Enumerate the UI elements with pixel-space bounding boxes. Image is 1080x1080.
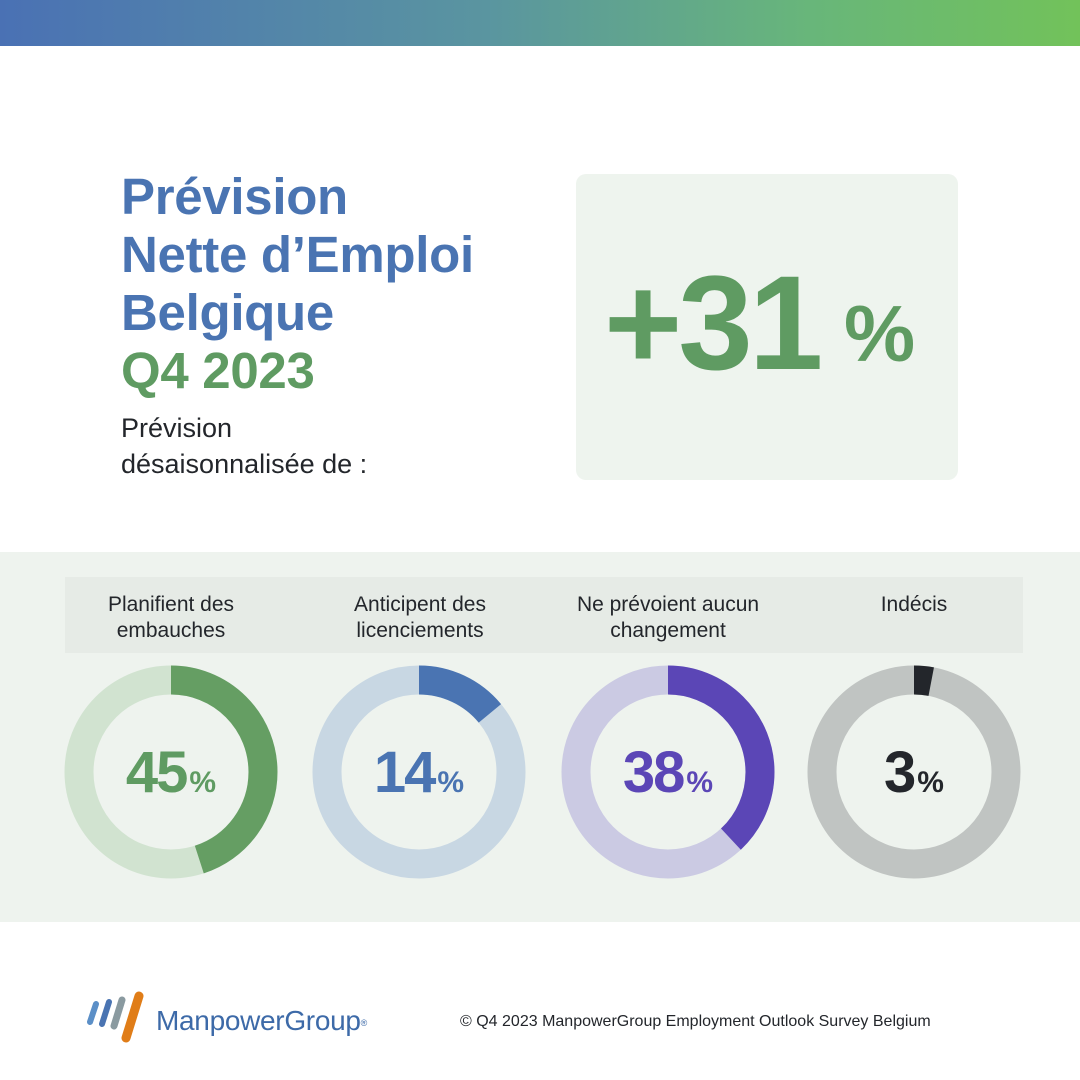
donut-arc-undecided (807, 665, 1021, 879)
donut-value-layoffs: 14% (374, 740, 464, 805)
donut-value-no-change: 38% (623, 740, 713, 805)
donut-number-undecided: 3 (884, 740, 915, 805)
donut-no-change: 38% (560, 664, 776, 880)
donut-arc-no-change (561, 665, 775, 879)
title-line-3: Belgique (121, 284, 334, 341)
title-quarter: Q4 2023 (121, 342, 315, 399)
page-title: Prévision Nette d’Emploi Belgique Q4 202… (121, 168, 561, 400)
logo-text: ManpowerGroup (156, 1005, 361, 1036)
top-gradient-bar (0, 0, 1080, 46)
label-layoffs: Anticipent des licenciements (305, 592, 535, 644)
kpi-unit: % (844, 289, 916, 378)
label-no-change-line-2: changement (610, 619, 726, 642)
kpi-value: +31 (604, 249, 823, 398)
donut-value-hiring: 45% (126, 740, 216, 805)
donut-layoffs: 14% (311, 664, 527, 880)
logo-wordmark: ManpowerGroup® (156, 1004, 367, 1038)
manpowergroup-logo: ManpowerGroup® (84, 986, 404, 1046)
logo-mark-icon (87, 991, 144, 1043)
label-hiring-line-1: Planifient des (107, 593, 235, 616)
donut-hiring: 45% (63, 664, 279, 880)
title-line-1: Prévision (121, 168, 348, 225)
label-strip (65, 577, 1023, 653)
donut-arc-hiring (64, 665, 278, 879)
donut-number-hiring: 45 (126, 740, 187, 805)
label-no-change: Ne prévoient aucun changement (553, 592, 783, 644)
registered-mark: ® (360, 1018, 368, 1028)
donut-number-no-change: 38 (623, 740, 684, 805)
label-undecided-line-1: Indécis (880, 593, 948, 616)
net-employment-outlook-card: +31 % (576, 174, 958, 480)
label-hiring: Planifient des embauches (56, 592, 286, 644)
donut-unit-layoffs: % (437, 766, 464, 799)
subtitle: Prévision désaisonnalisée de : (121, 410, 541, 482)
donut-unit-undecided: % (917, 766, 944, 799)
label-undecided: Indécis (799, 592, 1029, 618)
title-line-2: Nette d’Emploi (121, 226, 474, 283)
donut-unit-hiring: % (189, 766, 216, 799)
donut-value-undecided: 3% (884, 740, 944, 805)
subtitle-line-2: désaisonnalisée de : (121, 449, 368, 479)
copyright-notice: © Q4 2023 ManpowerGroup Employment Outlo… (460, 1013, 931, 1030)
label-hiring-line-2: embauches (116, 619, 226, 642)
donut-undecided: 3% (806, 664, 1022, 880)
donut-unit-no-change: % (686, 766, 713, 799)
donut-arc-layoffs (312, 665, 526, 879)
donut-number-layoffs: 14 (374, 740, 436, 805)
label-layoffs-line-2: licenciements (356, 619, 484, 642)
subtitle-line-1: Prévision (121, 413, 233, 443)
label-no-change-line-1: Ne prévoient aucun (576, 593, 760, 616)
label-layoffs-line-1: Anticipent des (354, 593, 486, 616)
